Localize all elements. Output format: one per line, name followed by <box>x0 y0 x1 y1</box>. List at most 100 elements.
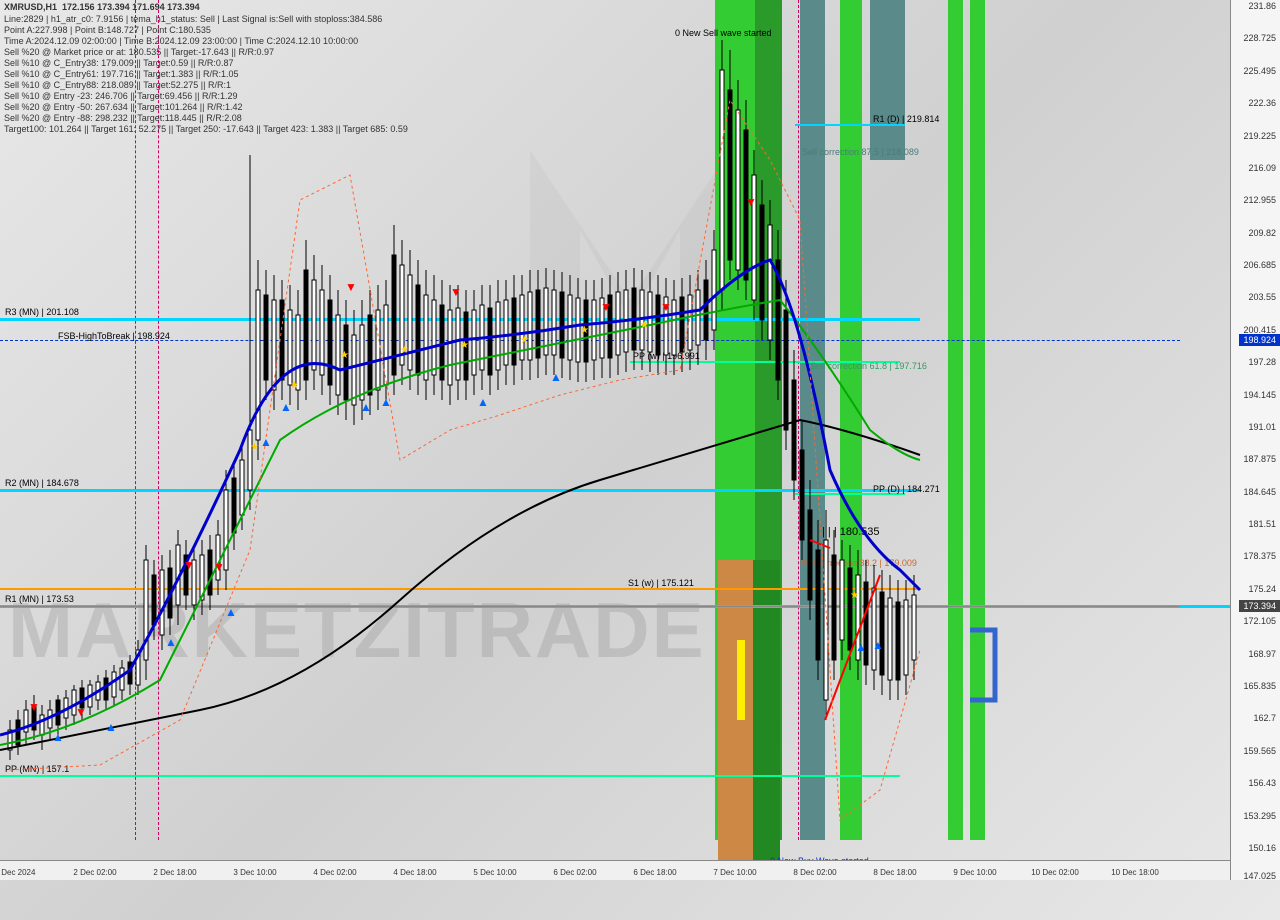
x-label: 1 Dec 2024 <box>0 868 35 877</box>
x-label: 8 Dec 18:00 <box>873 868 916 877</box>
zone-green-3 <box>948 0 963 840</box>
y-label: 150.16 <box>1248 843 1276 853</box>
line-pp-mn <box>0 775 900 777</box>
price-marker-current: 173.394 <box>1239 600 1280 612</box>
zone-teal-2 <box>870 0 905 160</box>
vline-3 <box>798 0 799 840</box>
arrow-up-icon: ▲ <box>280 400 292 414</box>
info-line-5: Sell %10 @ C_Entry61: 197.716 || Target:… <box>4 69 238 79</box>
line-r3-mn <box>0 318 920 321</box>
x-label: 9 Dec 10:00 <box>953 868 996 877</box>
y-label: 175.24 <box>1248 584 1276 594</box>
star-marker: ★ <box>290 380 299 391</box>
label-r2-mn: R2 (MN) | 184.678 <box>2 477 82 489</box>
arrow-up-icon: ▲ <box>105 720 117 734</box>
info-line-1: Point A:227.998 | Point B:148.727 | Poin… <box>4 25 211 35</box>
arrow-down-icon: ▼ <box>345 280 357 294</box>
line-r2-mn <box>0 489 920 492</box>
label-fsb: FSB-HighToBreak | 198.924 <box>55 330 173 342</box>
y-label: 228.725 <box>1243 33 1276 43</box>
x-label: 10 Dec 02:00 <box>1031 868 1079 877</box>
y-label: 165.835 <box>1243 681 1276 691</box>
line-s1-w <box>0 588 920 590</box>
annot-sell-corr-38: Sell correction 38.2 | 179.009 <box>800 558 917 568</box>
star-marker: ★ <box>520 335 529 346</box>
star-marker: ★ <box>460 340 469 351</box>
star-marker: ★ <box>340 350 349 361</box>
y-label: 162.7 <box>1253 713 1276 723</box>
arrow-up-icon: ▲ <box>360 400 372 414</box>
label-s1-w: S1 (w) | 175.121 <box>625 577 697 589</box>
price-marker-fsb: 198.924 <box>1239 334 1280 346</box>
current-price-line <box>0 606 1180 607</box>
y-label: 197.28 <box>1248 357 1276 367</box>
y-label: 203.55 <box>1248 292 1276 302</box>
info-line-4: Sell %10 @ C_Entry38: 179.009 || Target:… <box>4 58 233 68</box>
annot-sell-corr-87: Sell correction 87.5 | 218.089 <box>802 147 919 157</box>
zone-teal-1 <box>800 0 825 840</box>
arrow-down-icon: ▼ <box>213 560 225 574</box>
zone-yellow <box>737 640 745 720</box>
y-label: 206.685 <box>1243 260 1276 270</box>
y-label: 147.025 <box>1243 871 1276 881</box>
arrow-down-icon: ▼ <box>450 285 462 299</box>
y-label: 209.82 <box>1248 228 1276 238</box>
annot-sell-wave: 0 New Sell wave started <box>675 28 772 38</box>
y-label: 191.01 <box>1248 422 1276 432</box>
y-label: 225.495 <box>1243 66 1276 76</box>
label-pp-d: PP (D) | 184.271 <box>870 483 943 495</box>
arrow-up-icon: ▲ <box>477 395 489 409</box>
y-label: 178.375 <box>1243 551 1276 561</box>
y-label: 156.43 <box>1248 778 1276 788</box>
x-label: 7 Dec 10:00 <box>713 868 756 877</box>
watermark: MARKETZITRADE <box>8 585 706 676</box>
info-line-6: Sell %10 @ C_Entry88: 218.089 || Target:… <box>4 80 231 90</box>
x-label: 6 Dec 02:00 <box>553 868 596 877</box>
arrow-up-icon: ▲ <box>855 640 867 654</box>
x-label: 4 Dec 18:00 <box>393 868 436 877</box>
arrow-down-icon: ▼ <box>600 300 612 314</box>
arrow-down-icon: ▼ <box>75 705 87 719</box>
info-line-0: Line:2829 | h1_atr_c0: 7.9156 | tema_h1_… <box>4 14 382 24</box>
star-marker: ★ <box>250 442 259 453</box>
x-label: 8 Dec 02:00 <box>793 868 836 877</box>
star-marker: ★ <box>400 345 409 356</box>
x-label: 4 Dec 02:00 <box>313 868 356 877</box>
y-label: 231.86 <box>1248 1 1276 11</box>
arrow-down-icon: ▼ <box>745 195 757 209</box>
y-label: 181.51 <box>1248 519 1276 529</box>
y-label: 216.09 <box>1248 163 1276 173</box>
y-label: 219.225 <box>1243 131 1276 141</box>
star-marker: ★ <box>640 320 649 331</box>
y-label: 187.875 <box>1243 454 1276 464</box>
y-label: 184.645 <box>1243 487 1276 497</box>
label-r1-mn: R1 (MN) | 173.53 <box>2 593 77 605</box>
x-label: 2 Dec 18:00 <box>153 868 196 877</box>
arrow-down-icon: ▼ <box>183 558 195 572</box>
zone-green-4 <box>970 0 985 840</box>
arrow-up-icon: ▲ <box>165 635 177 649</box>
arrow-up-icon: ▲ <box>550 370 562 384</box>
arrow-up-icon: ▲ <box>380 395 392 409</box>
label-pp-mn: PP (MN) | 157.1 <box>2 763 72 775</box>
arrow-down-icon: ▼ <box>660 300 672 314</box>
x-label: 6 Dec 18:00 <box>633 868 676 877</box>
annot-sell-corr-61: Sell correction 61.8 | 197.716 <box>810 361 927 371</box>
y-label: 194.145 <box>1243 390 1276 400</box>
label-pp-w: PP (w) | 196.991 <box>630 350 703 362</box>
chart-container: MARKETZITRADE R3 (MN) | 201.108 R2 (MN) … <box>0 0 1230 880</box>
annot-180: | | | 180.535 <box>822 526 880 538</box>
label-r3-mn: R3 (MN) | 201.108 <box>2 306 82 318</box>
info-line-10: Target100: 101.264 || Target 161: 52.275… <box>4 124 408 134</box>
y-axis: 231.86 228.725 225.495 222.36 219.225 21… <box>1230 0 1280 880</box>
arrow-up-icon: ▲ <box>52 730 64 744</box>
symbol-title: XMRUSD,H1 172.156 173.394 171.694 173.39… <box>4 2 200 12</box>
arrow-up-icon: ▲ <box>260 435 272 449</box>
star-marker: ★ <box>580 325 589 336</box>
info-line-3: Sell %20 @ Market price or at: 180.535 |… <box>4 47 274 57</box>
arrow-down-icon: ▼ <box>28 700 40 714</box>
info-line-8: Sell %20 @ Entry -50: 267.634 || Target:… <box>4 102 242 112</box>
watermark-text: MARKETZITRADE <box>8 586 706 674</box>
star-marker: ★ <box>850 590 859 601</box>
info-line-7: Sell %10 @ Entry -23: 246.706 || Target:… <box>4 91 237 101</box>
